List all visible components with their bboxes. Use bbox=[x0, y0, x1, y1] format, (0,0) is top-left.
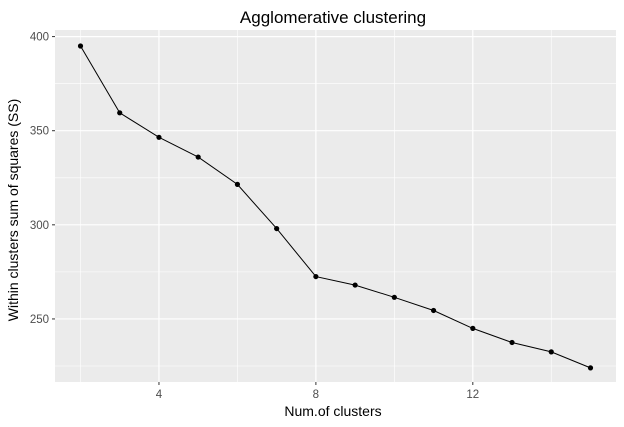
data-point bbox=[156, 134, 162, 140]
data-point bbox=[352, 282, 358, 288]
data-point bbox=[313, 273, 319, 280]
y-tick-label: 400 bbox=[30, 32, 49, 44]
data-point bbox=[391, 294, 397, 300]
y-axis-title: Within clusters sum of squares (SS) bbox=[5, 99, 21, 322]
series-line bbox=[80, 45, 591, 369]
x-axis-title: Num.of clusters bbox=[284, 403, 381, 419]
x-tick-label: 12 bbox=[466, 389, 479, 401]
data-point bbox=[234, 181, 241, 187]
data-point bbox=[470, 325, 476, 331]
data-point bbox=[77, 43, 84, 49]
y-axis-ticks: 250 300 350 400 bbox=[30, 32, 55, 326]
x-axis-ticks: 4 8 12 bbox=[156, 382, 479, 401]
chart-title: Agglomerative clustering bbox=[240, 8, 426, 27]
minor-gridlines bbox=[55, 30, 616, 382]
y-tick-label: 300 bbox=[30, 220, 49, 232]
plot-panel bbox=[55, 30, 616, 382]
data-point bbox=[430, 307, 437, 314]
y-tick-label: 250 bbox=[30, 314, 49, 326]
data-point bbox=[509, 339, 515, 346]
x-tick-label: 4 bbox=[156, 389, 163, 401]
data-point bbox=[195, 154, 201, 160]
data-point bbox=[274, 225, 280, 232]
data-point bbox=[548, 349, 554, 355]
x-tick-label: 8 bbox=[313, 389, 319, 401]
data-point bbox=[117, 110, 123, 116]
series-layer bbox=[77, 43, 594, 371]
data-point bbox=[587, 365, 594, 371]
y-tick-label: 350 bbox=[30, 126, 49, 138]
